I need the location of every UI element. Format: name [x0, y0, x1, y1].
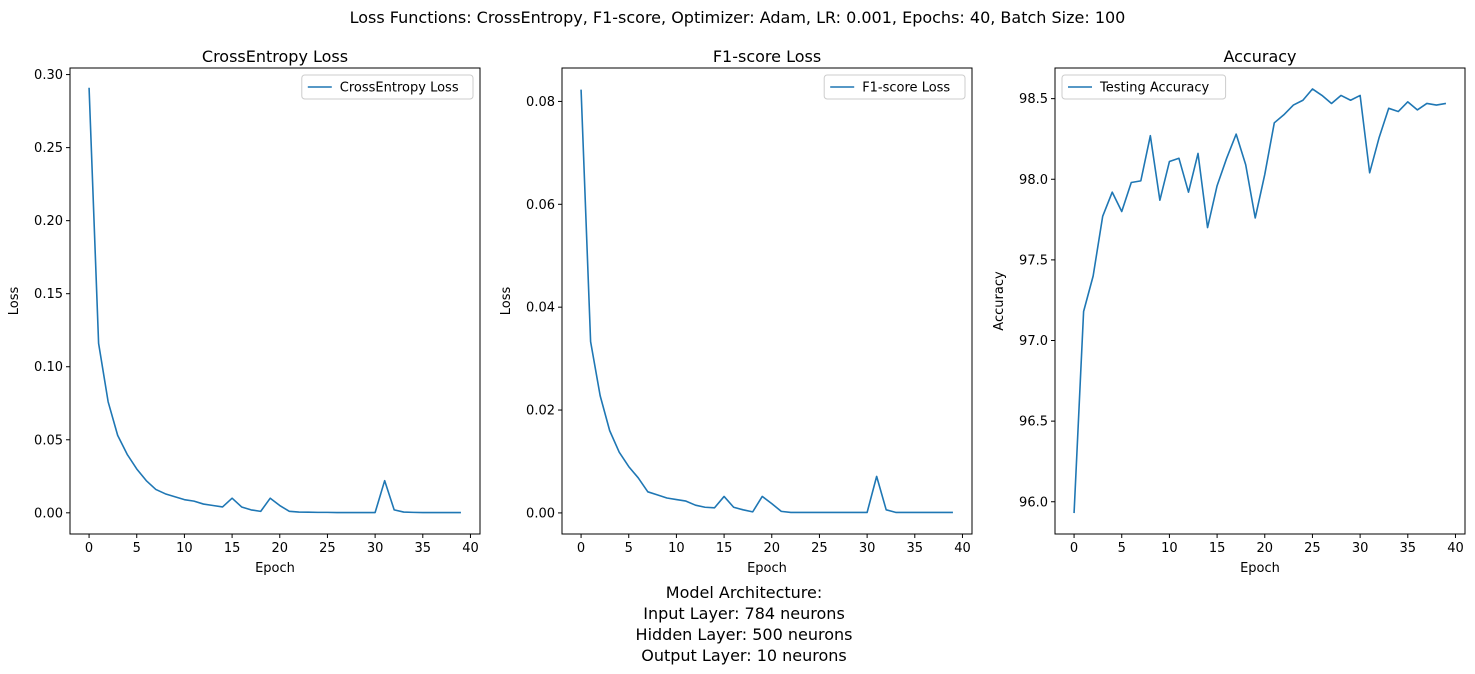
legend: Testing Accuracy — [1061, 74, 1227, 100]
legend-label: Testing Accuracy — [1099, 81, 1209, 96]
x-tick-label: 15 — [716, 541, 733, 556]
legend-label: CrossEntropy Loss — [340, 81, 459, 96]
series-line-testing-accuracy — [1073, 88, 1447, 514]
legend-box — [823, 74, 966, 100]
architecture-title: Model Architecture: — [665, 583, 823, 602]
series-line-f1-score-loss — [580, 89, 953, 514]
y-tick-label: 96.0 — [1019, 495, 1048, 510]
model-architecture-note: Model Architecture: Input Layer: 784 neu… — [494, 582, 994, 666]
legend-box — [1061, 74, 1227, 100]
y-tick-label: 0.08 — [526, 95, 555, 110]
x-tick-label: 40 — [462, 541, 479, 556]
legend: CrossEntropy Loss — [301, 74, 474, 100]
x-tick-label: 0 — [577, 541, 585, 556]
crossentropy-loss-panel: 0 5 10 15 20 25 30 35 40 0.00 0.05 0.10 0.15 0.20 0.25… — [7, 47, 481, 576]
y-tick-label: 0.15 — [34, 287, 63, 302]
y-tick-label: 98.0 — [1019, 173, 1048, 188]
x-tick-label: 35 — [415, 541, 432, 556]
x-tick-label: 20 — [763, 541, 780, 556]
x-tick-label: 10 — [1161, 541, 1178, 556]
y-tick-label: 0.00 — [526, 506, 555, 521]
y-tick-label: 97.5 — [1019, 253, 1048, 268]
architecture-output-layer: Output Layer: 10 neurons — [641, 646, 847, 665]
x-tick-label: 30 — [367, 541, 384, 556]
y-tick-label: 98.5 — [1019, 92, 1048, 107]
y-axis-label: Accuracy — [992, 271, 1007, 331]
x-tick-label: 25 — [319, 541, 336, 556]
x-tick-label: 40 — [1447, 541, 1464, 556]
x-tick-label: 15 — [1209, 541, 1226, 556]
x-tick-label: 10 — [176, 541, 193, 556]
x-tick-label: 15 — [224, 541, 241, 556]
architecture-hidden-layer: Hidden Layer: 500 neurons — [635, 625, 853, 644]
x-tick-label: 0 — [1070, 541, 1078, 556]
legend: F1-score Loss — [823, 74, 966, 100]
x-tick-label: 25 — [811, 541, 828, 556]
y-tick-label: 0.30 — [34, 68, 63, 83]
y-axis-label: Loss — [499, 287, 514, 316]
x-tick-label: 5 — [133, 541, 141, 556]
architecture-input-layer: Input Layer: 784 neurons — [643, 604, 845, 623]
axes-frame — [69, 67, 481, 535]
x-axis-label: Epoch — [255, 561, 295, 576]
y-tick-label: 0.02 — [526, 404, 555, 419]
axes-frame — [561, 67, 973, 535]
f1-score-loss-panel: 0 5 10 15 20 25 30 35 40 0.00 0.02 0.04 0.06 0.08 F1-s… — [499, 47, 973, 576]
x-axis-label: Epoch — [1240, 561, 1280, 576]
x-tick-label: 5 — [625, 541, 633, 556]
y-tick-label: 0.05 — [34, 433, 63, 448]
y-tick-label: 0.04 — [526, 301, 555, 316]
x-tick-label: 20 — [271, 541, 288, 556]
panel-title: Accuracy — [1223, 47, 1296, 66]
y-tick-label: 0.00 — [34, 506, 63, 521]
y-tick-label: 96.5 — [1019, 415, 1048, 430]
y-tick-label: 0.20 — [34, 214, 63, 229]
axes-frame — [1054, 67, 1466, 535]
x-tick-label: 5 — [1118, 541, 1126, 556]
y-tick-label: 97.0 — [1019, 334, 1048, 349]
x-tick-label: 25 — [1304, 541, 1321, 556]
series-line-crossentropy-loss — [88, 87, 461, 514]
legend-box — [301, 74, 474, 100]
x-tick-label: 20 — [1256, 541, 1273, 556]
x-tick-label: 35 — [1400, 541, 1417, 556]
panel-title: CrossEntropy Loss — [202, 47, 348, 66]
x-tick-label: 30 — [1352, 541, 1369, 556]
x-tick-label: 10 — [668, 541, 685, 556]
x-tick-label: 0 — [85, 541, 93, 556]
y-tick-label: 0.10 — [34, 360, 63, 375]
panel-title: F1-score Loss — [713, 47, 821, 66]
accuracy-panel: 0 5 10 15 20 25 30 35 40 96.0 96.5 97.0 97.5 98.0 98.5… — [992, 47, 1466, 576]
x-tick-label: 30 — [859, 541, 876, 556]
figure-suptitle: Loss Functions: CrossEntropy, F1-score, … — [349, 8, 1126, 27]
legend-label: F1-score Loss — [862, 81, 950, 96]
x-tick-label: 40 — [954, 541, 971, 556]
x-tick-label: 35 — [907, 541, 924, 556]
y-axis-label: Loss — [7, 287, 22, 316]
y-tick-label: 0.06 — [526, 198, 555, 213]
y-tick-label: 0.25 — [34, 141, 63, 156]
x-axis-label: Epoch — [747, 561, 787, 576]
